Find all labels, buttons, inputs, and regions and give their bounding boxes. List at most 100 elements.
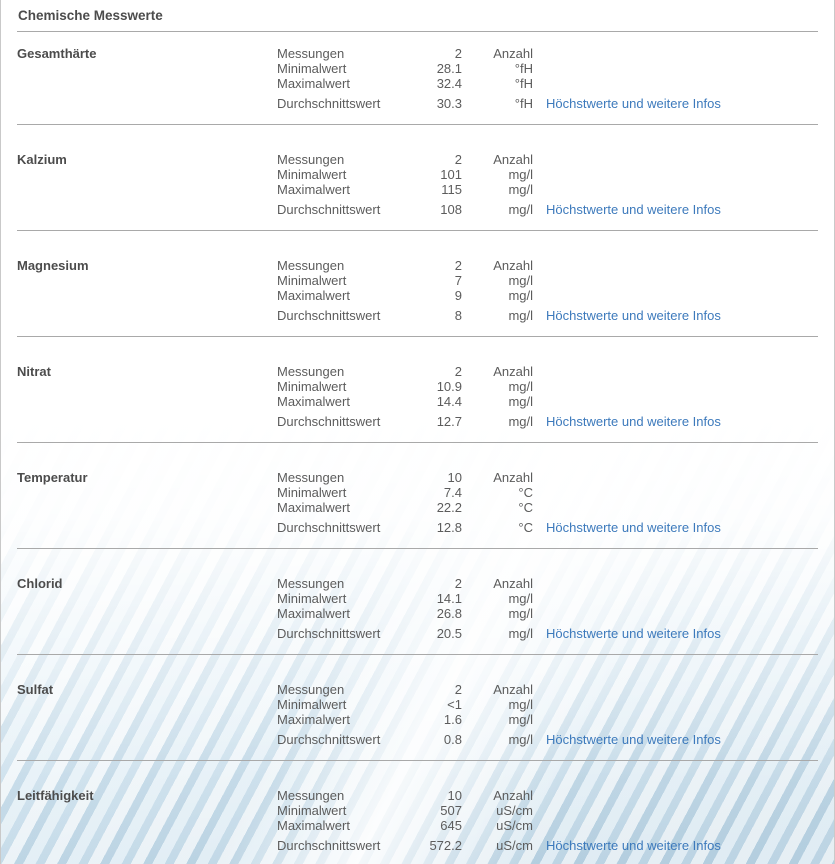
- measurement-row: Maximalwert 115 mg/l: [277, 182, 818, 197]
- hoechstwerte-infos-link[interactable]: Höchstwerte und weitere Infos: [546, 96, 721, 111]
- measurement-value: 7.4: [443, 485, 462, 500]
- measurement-row: Messungen 2 Anzahl: [277, 682, 818, 697]
- measurement-value: 507: [440, 803, 462, 818]
- measurement-row: Minimalwert 10.9 mg/l: [277, 379, 818, 394]
- parameter-name: Temperatur: [17, 470, 88, 485]
- parameter-name: Magnesium: [17, 258, 89, 273]
- measurement-row: Maximalwert 22.2 °C: [277, 500, 818, 515]
- measurement-value: 2: [454, 576, 462, 591]
- measurement-value: 32.4: [436, 76, 462, 91]
- measurement-value: 8: [454, 308, 462, 323]
- measurement-label: Minimalwert: [277, 485, 347, 500]
- measurement-value: 2: [454, 46, 462, 61]
- measurement-value: 10.9: [436, 379, 462, 394]
- hoechstwerte-infos-link[interactable]: Höchstwerte und weitere Infos: [546, 626, 721, 641]
- measurement-row: Maximalwert 26.8 mg/l: [277, 606, 818, 621]
- measurement-label: Maximalwert: [277, 288, 350, 303]
- measurement-row: Messungen 2 Anzahl: [277, 258, 818, 273]
- measurement-sections-list: Gesamthärte Messungen 2 Anzahl Minimalwe…: [17, 32, 818, 863]
- measurement-row: Maximalwert 14.4 mg/l: [277, 394, 818, 409]
- measurement-row: Maximalwert 9 mg/l: [277, 288, 818, 303]
- measurement-rows: Messungen 2 Anzahl Minimalwert 28.1 °fH …: [277, 46, 818, 111]
- measurement-unit: mg/l: [508, 202, 533, 217]
- measurement-unit: mg/l: [508, 379, 533, 394]
- measurement-section: Magnesium Messungen 2 Anzahl Minimalwert…: [17, 230, 818, 336]
- measurement-row: Minimalwert 101 mg/l: [277, 167, 818, 182]
- measurement-value: 10: [447, 470, 462, 485]
- measurement-value: 2: [454, 152, 462, 167]
- measurement-label: Durchschnittswert: [277, 414, 381, 429]
- measurement-value: 108: [440, 202, 462, 217]
- measurement-value: 9: [454, 288, 462, 303]
- hoechstwerte-infos-link[interactable]: Höchstwerte und weitere Infos: [546, 308, 721, 323]
- measurement-value: 572.2: [429, 838, 462, 853]
- measurement-unit: Anzahl: [493, 682, 533, 697]
- measurement-section: Gesamthärte Messungen 2 Anzahl Minimalwe…: [17, 32, 818, 124]
- measurement-label: Minimalwert: [277, 167, 347, 182]
- measurement-label: Minimalwert: [277, 803, 347, 818]
- measurement-unit: mg/l: [508, 697, 533, 712]
- measurement-row: Messungen 10 Anzahl: [277, 470, 818, 485]
- measurement-label: Messungen: [277, 364, 345, 379]
- measurement-label: Durchschnittswert: [277, 520, 381, 535]
- measurement-row: Messungen 10 Anzahl: [277, 788, 818, 803]
- measurement-unit: mg/l: [508, 394, 533, 409]
- measurement-label: Durchschnittswert: [277, 732, 381, 747]
- measurement-section: Chlorid Messungen 2 Anzahl Minimalwert 1…: [17, 548, 818, 654]
- measurement-row: Messungen 2 Anzahl: [277, 576, 818, 591]
- hoechstwerte-infos-link[interactable]: Höchstwerte und weitere Infos: [546, 838, 721, 853]
- parameter-name: Gesamthärte: [17, 46, 97, 61]
- measurement-unit: Anzahl: [493, 258, 533, 273]
- measurement-section: Kalzium Messungen 2 Anzahl Minimalwert 1…: [17, 124, 818, 230]
- measurement-row: Durchschnittswert 12.7 mg/l Höchstwerte …: [277, 414, 818, 429]
- hoechstwerte-infos-link[interactable]: Höchstwerte und weitere Infos: [546, 520, 721, 535]
- parameter-name: Kalzium: [17, 152, 67, 167]
- measurement-rows: Messungen 2 Anzahl Minimalwert 101 mg/l …: [277, 152, 818, 217]
- measurement-rows: Messungen 2 Anzahl Minimalwert 10.9 mg/l…: [277, 364, 818, 429]
- measurement-value: 7: [454, 273, 462, 288]
- measurement-unit: °fH: [514, 76, 533, 91]
- measurement-label: Durchschnittswert: [277, 96, 381, 111]
- measurement-value: 2: [454, 258, 462, 273]
- measurement-value: 20.5: [436, 626, 462, 641]
- measurement-label: Durchschnittswert: [277, 202, 381, 217]
- measurement-row: Minimalwert 7 mg/l: [277, 273, 818, 288]
- measurement-rows: Messungen 2 Anzahl Minimalwert 7 mg/l Ma…: [277, 258, 818, 323]
- measurement-rows: Messungen 10 Anzahl Minimalwert 507 uS/c…: [277, 788, 818, 853]
- measurement-value: 12.7: [436, 414, 462, 429]
- measurement-label: Minimalwert: [277, 273, 347, 288]
- measurement-label: Durchschnittswert: [277, 838, 381, 853]
- measurement-unit: mg/l: [508, 182, 533, 197]
- measurement-label: Durchschnittswert: [277, 308, 381, 323]
- measurement-label: Maximalwert: [277, 500, 350, 515]
- measurement-unit: °fH: [514, 61, 533, 76]
- measurement-unit: Anzahl: [493, 576, 533, 591]
- parameter-name: Nitrat: [17, 364, 51, 379]
- measurement-value: 28.1: [436, 61, 462, 76]
- measurement-row: Minimalwert 7.4 °C: [277, 485, 818, 500]
- measurement-unit: uS/cm: [496, 838, 533, 853]
- hoechstwerte-infos-link[interactable]: Höchstwerte und weitere Infos: [546, 414, 721, 429]
- panel-title-bar: Chemische Messwerte: [17, 0, 818, 32]
- measurement-unit: mg/l: [508, 273, 533, 288]
- measurement-label: Messungen: [277, 470, 345, 485]
- measurement-label: Maximalwert: [277, 606, 350, 621]
- measurement-label: Maximalwert: [277, 182, 350, 197]
- measurement-label: Messungen: [277, 258, 345, 273]
- measurement-label: Maximalwert: [277, 712, 350, 727]
- measurement-unit: Anzahl: [493, 152, 533, 167]
- measurement-unit: mg/l: [508, 308, 533, 323]
- measurement-value: 30.3: [436, 96, 462, 111]
- measurement-row: Minimalwert <1 mg/l: [277, 697, 818, 712]
- parameter-name: Sulfat: [17, 682, 54, 697]
- measurement-unit: mg/l: [508, 732, 533, 747]
- measurement-row: Minimalwert 28.1 °fH: [277, 61, 818, 76]
- hoechstwerte-infos-link[interactable]: Höchstwerte und weitere Infos: [546, 732, 721, 747]
- hoechstwerte-infos-link[interactable]: Höchstwerte und weitere Infos: [546, 202, 721, 217]
- measurement-unit: uS/cm: [496, 803, 533, 818]
- measurement-row: Durchschnittswert 30.3 °fH Höchstwerte u…: [277, 96, 818, 111]
- measurement-row: Durchschnittswert 8 mg/l Höchstwerte und…: [277, 308, 818, 323]
- measurement-unit: mg/l: [508, 606, 533, 621]
